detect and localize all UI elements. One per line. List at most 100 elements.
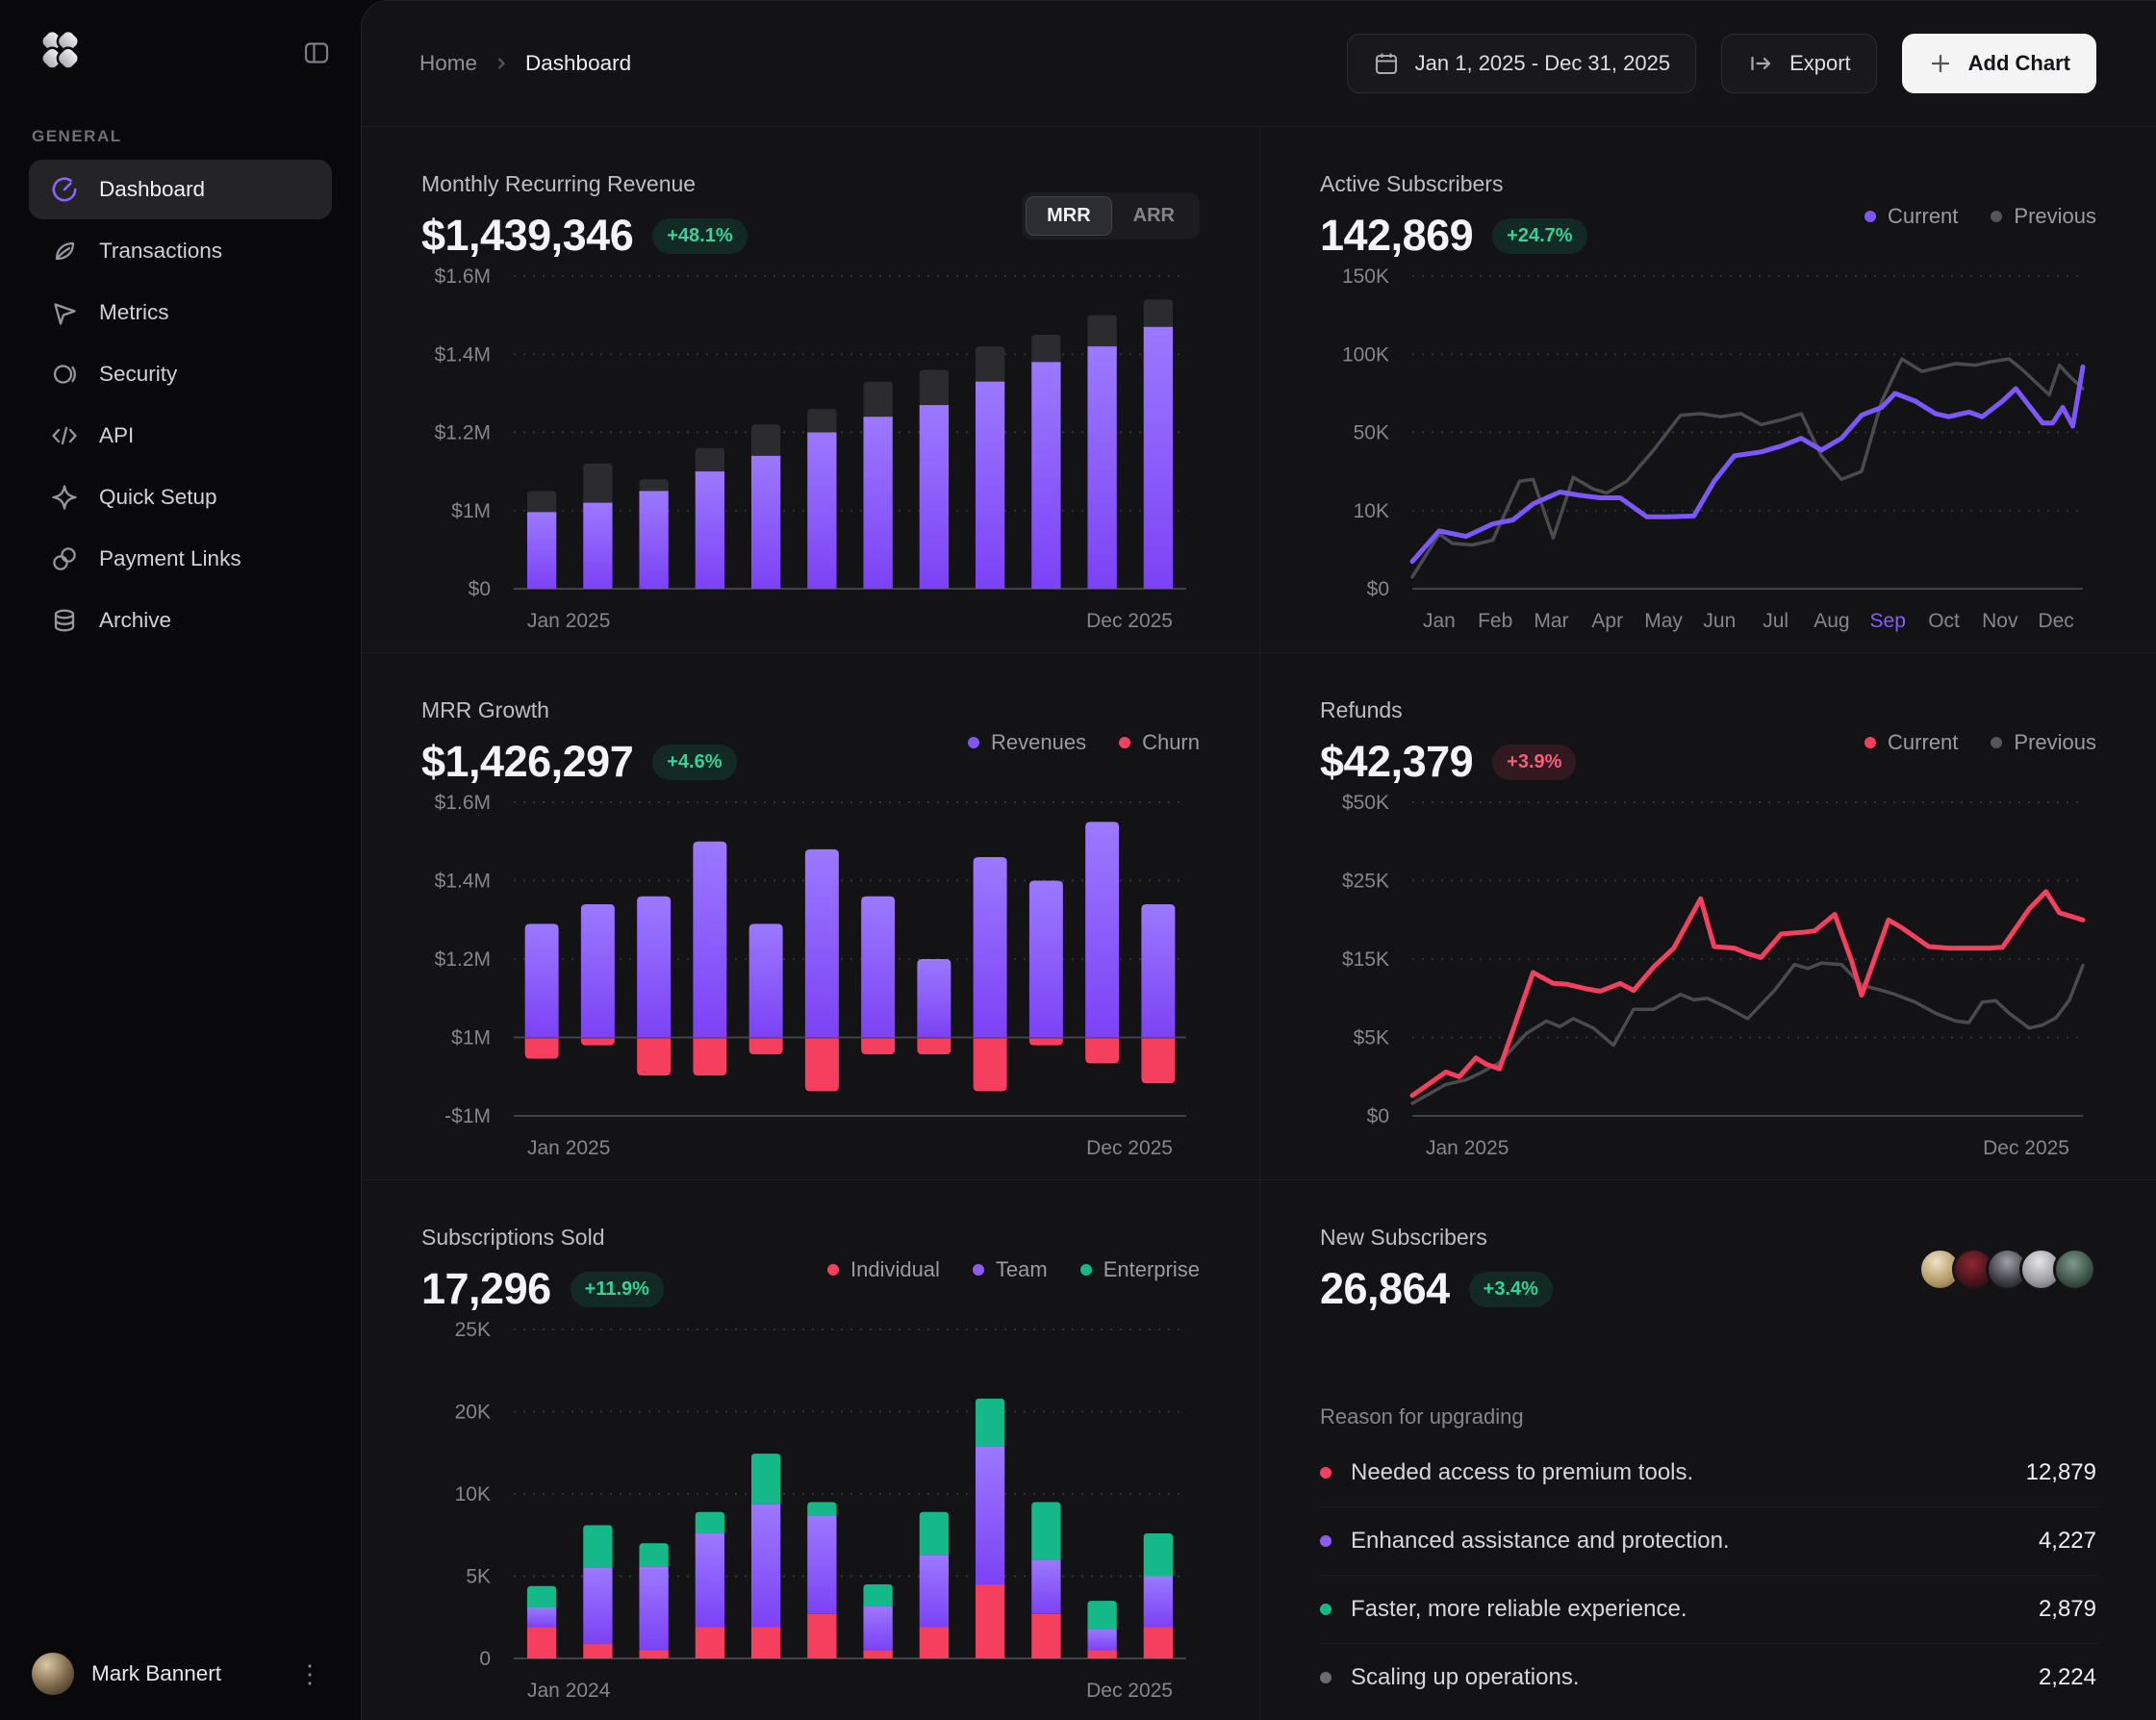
sidebar-item-payment-links[interactable]: Payment Links xyxy=(29,529,332,589)
sidebar: GENERAL Dashboard Transac xyxy=(0,0,361,1720)
reasons-title: Reason for upgrading xyxy=(1320,1404,1524,1429)
legend-dot-current xyxy=(1864,210,1877,222)
reason-value: 4,227 xyxy=(2038,1528,2096,1554)
kebab-menu-icon[interactable]: ⋮ xyxy=(297,1658,322,1688)
svg-text:$1.4M: $1.4M xyxy=(435,343,491,366)
svg-text:-$1M: -$1M xyxy=(444,1105,491,1127)
legend-dot-team xyxy=(972,1263,984,1276)
reasons-list: Needed access to premium tools. 12,879 E… xyxy=(1320,1439,2096,1711)
date-range-button[interactable]: Jan 1, 2025 - Dec 31, 2025 xyxy=(1346,34,1697,93)
export-button[interactable]: Export xyxy=(1721,34,1877,93)
reason-value: 2,879 xyxy=(2038,1596,2096,1622)
legend-dot-previous xyxy=(1991,736,2003,748)
sidebar-item-label: Archive xyxy=(99,608,172,632)
svg-text:Dec 2025: Dec 2025 xyxy=(1086,1137,1173,1159)
reason-label: Needed access to premium tools. xyxy=(1351,1459,1694,1485)
panel-value: 26,864 xyxy=(1320,1264,1450,1313)
sidebar-item-label: Transactions xyxy=(99,239,222,263)
sidebar-item-quick-setup[interactable]: Quick Setup xyxy=(29,468,332,527)
delta-badge: +3.4% xyxy=(1468,1271,1553,1307)
sidebar-menu: Dashboard Transactions Metrics xyxy=(0,160,361,650)
panel-value: $42,379 xyxy=(1320,737,1474,786)
sidebar-item-security[interactable]: Security xyxy=(29,344,332,404)
legend: Individual Team Enterprise xyxy=(826,1256,1200,1282)
legend-dot-current xyxy=(1864,736,1877,748)
legend-dot-revenues xyxy=(968,736,979,748)
plus-icon xyxy=(1928,51,1953,76)
svg-text:Mar: Mar xyxy=(1534,610,1568,632)
svg-text:$0: $0 xyxy=(469,578,491,600)
panel-value: $1,426,297 xyxy=(421,737,634,786)
panel-title: Subscriptions Sold xyxy=(421,1225,605,1250)
sparkle-icon xyxy=(50,483,79,512)
main-content: Home Dashboard Jan 1, 2025 - Dec 31, 202… xyxy=(361,0,2156,1720)
reason-dot xyxy=(1320,1535,1332,1547)
svg-text:$15K: $15K xyxy=(1342,949,1389,971)
refunds-line-chart[interactable]: $0 $5K $15K $25K $50K Jan 2025 Dec 2025 xyxy=(1320,787,2096,1166)
svg-text:$0: $0 xyxy=(1367,1105,1389,1127)
toggle-option-mrr[interactable]: MRR xyxy=(1026,196,1112,236)
legend-label: Churn xyxy=(1142,729,1200,754)
svg-text:Dec 2025: Dec 2025 xyxy=(1086,1680,1173,1702)
svg-text:150K: 150K xyxy=(1342,266,1389,288)
svg-text:Apr: Apr xyxy=(1591,610,1623,632)
legend: Revenues Churn xyxy=(968,730,1200,755)
legend-label: Team xyxy=(995,1256,1048,1281)
subscriptions-stacked-bar-chart[interactable]: 0 5K 10K 20K 25K Jan 2024 Dec 2025 xyxy=(421,1314,1200,1708)
svg-text:0: 0 xyxy=(479,1648,491,1670)
reason-dot xyxy=(1320,1467,1332,1479)
legend-label: Revenues xyxy=(991,729,1087,754)
sidebar-item-api[interactable]: API xyxy=(29,406,332,466)
panel-value: 17,296 xyxy=(421,1264,551,1313)
svg-text:$1.4M: $1.4M xyxy=(435,871,491,893)
sidebar-item-label: Security xyxy=(99,362,178,386)
send-icon xyxy=(50,298,79,327)
delta-badge: +48.1% xyxy=(652,217,748,254)
panel-active-subscribers: Active Subscribers 142,869 +24.7% Curren… xyxy=(1259,127,2156,652)
svg-text:$1.6M: $1.6M xyxy=(435,792,491,814)
legend-label: Previous xyxy=(2014,729,2096,754)
database-icon xyxy=(50,606,79,635)
svg-text:Nov: Nov xyxy=(1982,610,2018,632)
svg-text:Jan: Jan xyxy=(1423,610,1456,632)
subscribers-line-chart[interactable]: $0 10K 50K 100K 150K Jan Feb Mar Apr May Jun Jul Aug… xyxy=(1320,261,2096,639)
reason-value: 2,224 xyxy=(2038,1664,2096,1690)
panel-title: Monthly Recurring Revenue xyxy=(421,171,697,196)
panel-title: New Subscribers xyxy=(1320,1225,1487,1250)
svg-text:$1M: $1M xyxy=(451,1027,491,1050)
svg-text:Dec: Dec xyxy=(2038,610,2073,632)
reason-row: Faster, more reliable experience. 2,879 xyxy=(1320,1575,2096,1643)
panel-new-subscribers: New Subscribers 26,864 +3.4% xyxy=(1259,1179,2156,1720)
delta-badge: +3.9% xyxy=(1492,744,1577,780)
toggle-option-arr[interactable]: ARR xyxy=(1132,205,1175,226)
calendar-icon xyxy=(1373,50,1400,77)
date-range-label: Jan 1, 2025 - Dec 31, 2025 xyxy=(1414,51,1671,75)
legend-label: Enterprise xyxy=(1103,1256,1200,1281)
mrr-growth-bar-chart[interactable]: -$1M $1M $1.2M $1.4M $1.6M Jan 2025 Dec 2025 xyxy=(421,787,1200,1166)
sidebar-item-metrics[interactable]: Metrics xyxy=(29,283,332,342)
user-name: Mark Bannert xyxy=(91,1661,222,1685)
reason-dot xyxy=(1320,1604,1332,1615)
sidebar-item-archive[interactable]: Archive xyxy=(29,591,332,650)
svg-text:$25K: $25K xyxy=(1342,871,1389,893)
svg-text:$5K: $5K xyxy=(1354,1027,1389,1050)
reason-row: Enhanced assistance and protection. 4,22… xyxy=(1320,1506,2096,1575)
sidebar-item-transactions[interactable]: Transactions xyxy=(29,221,332,281)
sidebar-item-dashboard[interactable]: Dashboard xyxy=(29,160,332,219)
dashboard-grid: Monthly Recurring Revenue $1,439,346 +48… xyxy=(362,127,2156,1720)
delta-badge: +4.6% xyxy=(652,744,737,780)
breadcrumb-home[interactable]: Home xyxy=(419,51,478,75)
gauge-icon xyxy=(50,175,79,204)
svg-text:$1.2M: $1.2M xyxy=(435,949,491,971)
add-chart-button[interactable]: Add Chart xyxy=(1901,34,2096,93)
sidebar-collapse-icon[interactable] xyxy=(301,38,332,72)
reason-label: Enhanced assistance and protection. xyxy=(1351,1528,1730,1554)
link-icon xyxy=(50,544,79,573)
svg-text:$1.6M: $1.6M xyxy=(435,266,491,288)
mrr-bar-chart[interactable]: $0 $1M $1.2M $1.4M $1.6M Jan 2025 Dec 2025 xyxy=(421,261,1200,639)
user-menu[interactable]: Mark Bannert ⋮ xyxy=(0,1653,361,1695)
svg-text:Jun: Jun xyxy=(1703,610,1736,632)
svg-text:Jan 2025: Jan 2025 xyxy=(527,1137,610,1159)
reason-label: Scaling up operations. xyxy=(1351,1664,1580,1690)
head-profile-icon xyxy=(50,360,79,389)
